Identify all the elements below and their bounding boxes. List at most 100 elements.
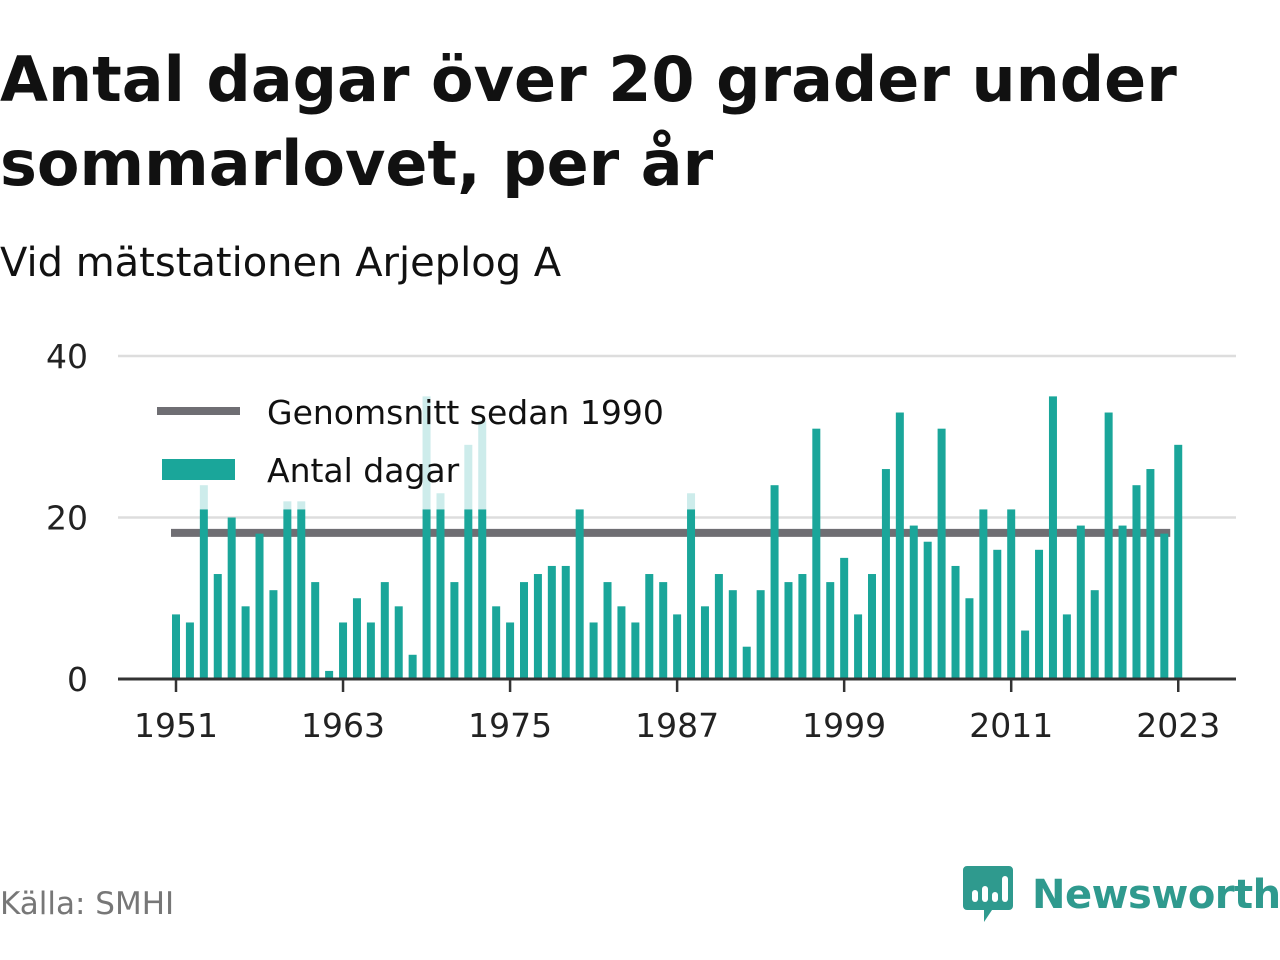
- ghost-bar-1988: [687, 493, 696, 510]
- bar-2006: [937, 428, 946, 679]
- chart-title: Antal dagar över 20 grader under sommarl…: [0, 43, 1177, 200]
- bar-1965: [366, 622, 375, 679]
- bar-2009: [979, 509, 988, 679]
- bar-2008: [965, 598, 974, 679]
- ghost-bar-1960: [297, 501, 306, 510]
- y-tick-label-40: 40: [46, 337, 88, 376]
- bar-2018: [1104, 412, 1113, 679]
- bar-1977: [533, 574, 542, 679]
- ghost-bar-1973: [478, 420, 487, 510]
- bar-1997: [812, 428, 821, 679]
- bar-2007: [951, 565, 960, 679]
- bar-1962: [325, 670, 334, 679]
- bar-1995: [784, 582, 793, 679]
- bar-1956: [241, 606, 250, 679]
- legend: Genomsnitt sedan 1990 Antal dagar: [157, 393, 664, 490]
- bars: [172, 396, 1183, 679]
- x-tick-label-1987: 1987: [635, 706, 719, 745]
- bar-2011: [1007, 509, 1016, 679]
- bar-1952: [185, 622, 194, 679]
- y-axis-labels: 0 20 40: [46, 337, 88, 699]
- bar-1991: [728, 590, 737, 679]
- ghost-bar-1969: [422, 396, 431, 510]
- legend-bar-label: Antal dagar: [267, 451, 460, 490]
- ghost-bar-1953: [199, 485, 208, 510]
- bar-1971: [450, 582, 459, 679]
- bar-chart: 0 20 40 1951 1963 1975 1987 1999 2011 2023 Genom…: [46, 337, 1236, 745]
- bar-1973: [478, 509, 487, 679]
- bar-1963: [339, 622, 348, 679]
- source-note: Källa: SMHI: [0, 886, 175, 922]
- bar-1954: [213, 574, 222, 679]
- bar-2019: [1118, 525, 1127, 679]
- ghost-bars: [199, 396, 696, 510]
- bar-2012: [1021, 630, 1030, 679]
- brand-name: Newsworthy: [1032, 872, 1280, 918]
- x-axis: [118, 677, 1236, 692]
- bar-1960: [297, 509, 306, 679]
- bar-1993: [756, 590, 765, 679]
- x-axis-labels: 1951 1963 1975 1987 1999 2011 2023: [134, 706, 1220, 745]
- bar-1981: [589, 622, 598, 679]
- ghost-bar-1972: [464, 444, 473, 510]
- bar-1992: [742, 646, 751, 679]
- bar-1974: [492, 606, 501, 679]
- bar-1972: [464, 509, 473, 679]
- bar-1999: [840, 557, 849, 679]
- bar-1959: [283, 509, 292, 679]
- bar-1989: [700, 606, 709, 679]
- bar-2022: [1160, 533, 1169, 679]
- bar-1969: [422, 509, 431, 679]
- bar-2023: [1174, 444, 1183, 679]
- bar-1994: [770, 485, 779, 679]
- bar-1984: [631, 622, 640, 679]
- grid-lines: [118, 354, 1236, 519]
- bar-1975: [506, 622, 515, 679]
- ghost-bar-1970: [436, 493, 445, 510]
- legend-bar-swatch: [162, 459, 235, 480]
- bar-1978: [547, 565, 556, 679]
- bar-1990: [714, 574, 723, 679]
- bar-1996: [798, 574, 807, 679]
- bar-2015: [1062, 614, 1071, 679]
- x-tick-label-1963: 1963: [301, 706, 385, 745]
- bar-1957: [255, 533, 264, 679]
- bar-2020: [1132, 485, 1141, 679]
- bar-1955: [227, 517, 236, 679]
- bar-1958: [269, 590, 278, 679]
- bar-2004: [909, 525, 918, 679]
- y-tick-label-20: 20: [46, 499, 88, 538]
- brand-logo: Newsworthy: [962, 864, 1280, 926]
- bar-1968: [408, 654, 417, 679]
- bar-1988: [687, 509, 696, 679]
- bar-1985: [645, 574, 654, 679]
- bar-1953: [199, 509, 208, 679]
- bar-2014: [1048, 396, 1057, 679]
- chart-subtitle: Vid mätstationen Arjeplog A: [0, 240, 562, 286]
- bar-2005: [923, 541, 932, 679]
- x-tick-label-1951: 1951: [134, 706, 218, 745]
- x-tick-label-1975: 1975: [468, 706, 552, 745]
- bar-1998: [826, 582, 835, 679]
- legend-average-label: Genomsnitt sedan 1990: [267, 393, 664, 432]
- y-tick-label-0: 0: [67, 660, 88, 699]
- bar-2003: [895, 412, 904, 679]
- bar-1966: [380, 582, 389, 679]
- bar-2000: [854, 614, 863, 679]
- bar-1967: [394, 606, 403, 679]
- bar-1986: [659, 582, 668, 679]
- newsworthy-logo-icon: [963, 866, 1013, 922]
- bar-2001: [868, 574, 876, 679]
- bar-1951: [172, 614, 180, 679]
- bar-2016: [1076, 525, 1085, 679]
- bar-1987: [673, 614, 682, 679]
- bar-1961: [311, 582, 320, 679]
- x-tick-label-2023: 2023: [1136, 706, 1220, 745]
- bar-2013: [1035, 549, 1044, 679]
- bar-1982: [603, 582, 612, 679]
- x-tick-label-1999: 1999: [802, 706, 886, 745]
- bar-2021: [1146, 469, 1155, 679]
- bar-1979: [561, 565, 570, 679]
- bar-2002: [881, 469, 890, 679]
- ghost-bar-1959: [283, 501, 292, 510]
